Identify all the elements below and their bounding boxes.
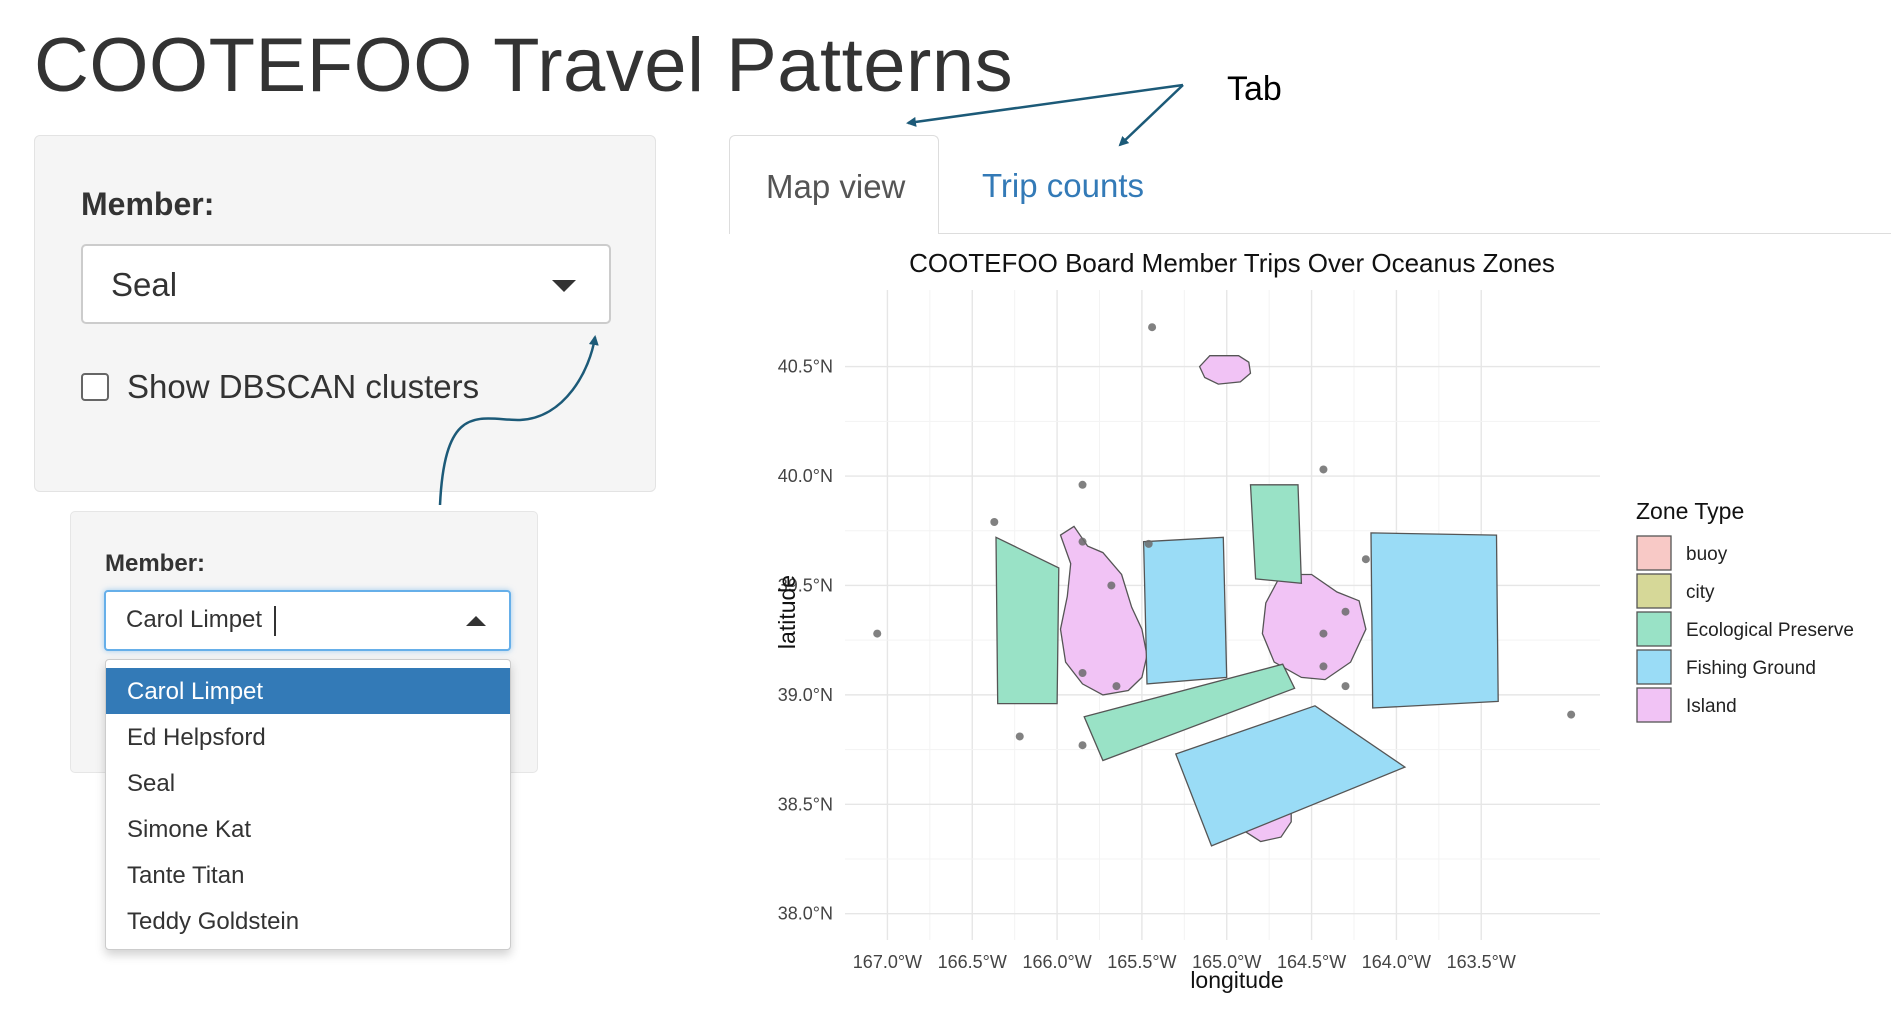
legend-entry-label: Island: [1686, 696, 1737, 717]
member-dropdown-list: Carol Limpet Ed Helpsford Seal Simone Ka…: [105, 659, 511, 950]
member-select[interactable]: Seal: [81, 244, 611, 324]
tab-trip-counts-label: Trip counts: [982, 167, 1145, 204]
tab-arrow-to-map-view: [906, 83, 1184, 127]
chevron-down-icon: [552, 280, 576, 292]
member-search-input[interactable]: Carol Limpet: [104, 590, 511, 651]
trip-point: [1319, 662, 1328, 671]
dropdown-option[interactable]: Simone Kat: [127, 816, 252, 843]
trip-point: [1107, 581, 1116, 590]
member-search-value: Carol Limpet: [126, 606, 263, 633]
x-tick-label: 165.0°W: [1192, 952, 1261, 972]
y-tick-label: 40.0°N: [778, 466, 833, 486]
tab-arrow-to-trip-counts: [1118, 84, 1184, 147]
trip-point: [1078, 480, 1087, 489]
zoom-callout-arrow: [438, 335, 599, 506]
tab-map-view-label: Map view: [766, 168, 906, 205]
sidebar-panel: Member: Seal Show DBSCAN clusters: [34, 135, 656, 492]
dbscan-label[interactable]: Show DBSCAN clusters: [127, 368, 480, 405]
x-tick-label: 166.0°W: [1022, 952, 1091, 972]
trip-point: [1319, 629, 1328, 638]
x-axis-label: longitude: [1190, 967, 1283, 993]
trip-points-layer: [873, 323, 1576, 750]
trip-point: [1341, 607, 1350, 616]
x-tick-label: 166.5°W: [938, 952, 1007, 972]
trip-point: [1567, 710, 1576, 719]
legend-entry-label: buoy: [1686, 544, 1728, 565]
y-tick-label: 39.0°N: [778, 685, 833, 705]
text-cursor: [274, 606, 276, 636]
zone-island: [1198, 355, 1252, 385]
chevron-up-icon: [466, 616, 486, 626]
dropdown-option[interactable]: Carol Limpet: [106, 668, 510, 714]
y-tick-label: 38.0°N: [778, 904, 833, 924]
legend: Zone Type buoy city Ecological Preserve Fis…: [1636, 498, 1854, 723]
zones-layer: [995, 355, 1499, 847]
trip-point: [1319, 465, 1328, 474]
trip-point: [1144, 539, 1153, 548]
dropdown-option[interactable]: Tante Titan: [127, 862, 245, 889]
trip-point: [1148, 323, 1157, 332]
dropdown-option[interactable]: Ed Helpsford: [127, 724, 266, 751]
zone-ecological-preserve: [995, 536, 1060, 705]
x-tick-label: 164.0°W: [1362, 952, 1431, 972]
member-select-value: Seal: [111, 266, 178, 303]
chart-title: COOTEFOO Board Member Trips Over Oceanus…: [909, 248, 1555, 278]
app-title: COOTEFOO Travel Patterns: [34, 23, 1014, 108]
zone-ecological-preserve: [1083, 663, 1296, 762]
legend-title: Zone Type: [1636, 498, 1744, 524]
dbscan-checkbox[interactable]: [81, 373, 109, 401]
trip-point: [1078, 537, 1087, 546]
x-tick-label: 164.5°W: [1277, 952, 1346, 972]
y-tick-label: 38.5°N: [778, 794, 833, 814]
trip-point: [990, 517, 999, 526]
tab-annotation-label: Tab: [1227, 70, 1282, 108]
dropdown-option[interactable]: Seal: [127, 770, 176, 797]
y-tick-label: 40.5°N: [778, 357, 833, 377]
legend-swatch: [1636, 611, 1672, 647]
tabs-baseline: [730, 233, 1891, 234]
legend-swatch: [1636, 687, 1672, 723]
x-tick-label: 165.5°W: [1107, 952, 1176, 972]
zones-map-chart: COOTEFOO Board Member Trips Over Oceanus…: [774, 248, 1854, 993]
zone-fishing-ground: [1142, 536, 1228, 685]
y-tick-labels: 38.0°N 38.5°N 39.0°N 39.5°N 40.0°N 40.5°N: [778, 357, 833, 924]
x-tick-label: 163.5°W: [1447, 952, 1516, 972]
y-tick-label: 39.5°N: [778, 575, 833, 595]
y-axis-label: latitude: [774, 575, 800, 649]
zone-island: [1059, 525, 1148, 696]
legend-entry-label: city: [1686, 582, 1715, 603]
trip-point: [1015, 732, 1024, 741]
x-tick-labels: 167.0°W 166.5°W 166.0°W 165.5°W 165.0°W 164.5…: [853, 952, 1516, 972]
trip-point: [873, 629, 882, 638]
trip-point: [1112, 682, 1121, 691]
trip-point: [1078, 668, 1087, 677]
tab-map-view[interactable]: Map view: [729, 135, 939, 234]
legend-entry-label: Ecological Preserve: [1686, 620, 1854, 641]
trip-point: [1078, 741, 1087, 750]
legend-swatch: [1636, 649, 1672, 685]
x-tick-label: 167.0°W: [853, 952, 922, 972]
legend-entry-label: Fishing Ground: [1686, 658, 1816, 679]
legend-swatch: [1636, 535, 1672, 571]
zone-ecological-preserve: [1249, 484, 1303, 585]
trip-point: [1361, 555, 1370, 564]
legend-swatch: [1636, 573, 1672, 609]
zone-fishing-ground: [1370, 532, 1499, 709]
tab-trip-counts[interactable]: Trip counts: [940, 135, 1170, 233]
member-label: Member:: [81, 186, 215, 222]
trip-point: [1341, 682, 1350, 691]
zoomed-member-label: Member:: [105, 550, 206, 577]
zone-island: [1261, 573, 1367, 681]
zone-fishing-ground: [1174, 705, 1407, 847]
dropdown-option[interactable]: Teddy Goldstein: [127, 908, 300, 935]
